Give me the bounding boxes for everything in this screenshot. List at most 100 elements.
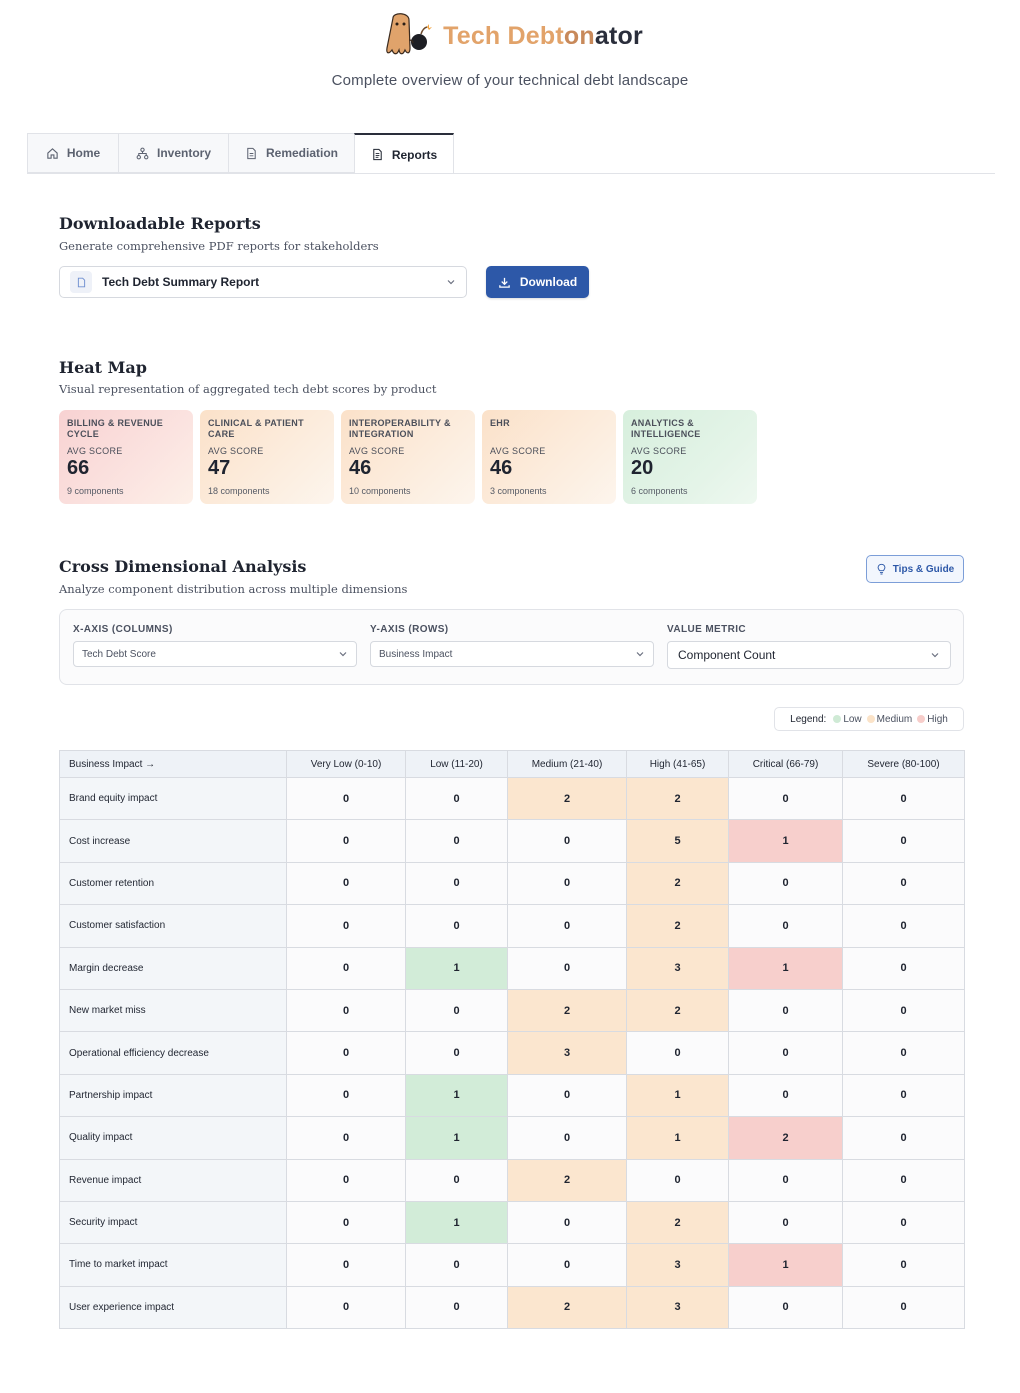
matrix-cell[interactable]: 0	[728, 1285, 843, 1330]
matrix-cell[interactable]: 0	[626, 1031, 729, 1075]
matrix-cell[interactable]: 0	[728, 1073, 843, 1118]
matrix-cell[interactable]: 0	[626, 1158, 729, 1202]
matrix-cell[interactable]: 2	[626, 904, 729, 948]
matrix-cell[interactable]: 3	[626, 1285, 729, 1330]
matrix-cell[interactable]: 0	[842, 904, 965, 948]
heatmap-card[interactable]: CLINICAL & PATIENT CARE AVG SCORE 47 18 …	[200, 410, 334, 504]
lightbulb-icon	[877, 563, 886, 575]
matrix-cell[interactable]: 0	[507, 904, 627, 948]
matrix-cell[interactable]: 0	[728, 861, 843, 906]
matrix-cell[interactable]: 0	[842, 819, 965, 863]
tab-reports[interactable]: Reports	[354, 133, 454, 174]
x-axis-select[interactable]: Tech Debt Score	[73, 641, 357, 667]
matrix-cell[interactable]: 1	[405, 1073, 508, 1118]
download-button[interactable]: Download	[486, 266, 589, 298]
matrix-cell[interactable]: 1	[626, 1116, 729, 1160]
matrix-cell[interactable]: 1	[405, 1200, 508, 1245]
matrix-cell[interactable]: 0	[507, 861, 627, 906]
matrix-cell[interactable]: 0	[842, 988, 965, 1033]
matrix-cell[interactable]: 0	[728, 904, 843, 948]
matrix-cell[interactable]: 0	[507, 1243, 627, 1287]
matrix-cell[interactable]: 0	[405, 988, 508, 1033]
product-name: ANALYTICS & INTELLIGENCE	[631, 418, 701, 439]
matrix-cell[interactable]: 0	[842, 861, 965, 906]
matrix-cell[interactable]: 1	[405, 946, 508, 990]
tab-home[interactable]: Home	[27, 133, 118, 173]
matrix-cell[interactable]: 0	[286, 1243, 406, 1287]
matrix-cell[interactable]: 0	[286, 988, 406, 1033]
matrix-cell[interactable]: 0	[842, 1243, 965, 1287]
component-count: 3 components	[490, 486, 547, 496]
matrix-cell[interactable]: 2	[728, 1116, 843, 1160]
matrix-cell[interactable]: 0	[286, 776, 406, 821]
matrix-cell[interactable]: 2	[507, 1285, 627, 1330]
matrix-cell[interactable]: 3	[626, 946, 729, 990]
matrix-cell[interactable]: 0	[405, 819, 508, 863]
matrix-cell[interactable]: 0	[842, 946, 965, 990]
report-type-select[interactable]: Tech Debt Summary Report	[59, 266, 467, 298]
matrix-cell[interactable]: 0	[286, 1031, 406, 1075]
matrix-cell[interactable]: 0	[507, 946, 627, 990]
matrix-cell[interactable]: 3	[507, 1031, 627, 1075]
matrix-cell[interactable]: 0	[286, 1158, 406, 1202]
matrix-cell[interactable]: 0	[405, 1243, 508, 1287]
matrix-cell[interactable]: 0	[507, 1200, 627, 1245]
heatmap-card[interactable]: EHR AVG SCORE 46 3 components	[482, 410, 616, 504]
heatmap-card[interactable]: INTEROPERABILITY & INTEGRATION AVG SCORE…	[341, 410, 475, 504]
matrix-cell[interactable]: 0	[842, 1116, 965, 1160]
matrix-cell[interactable]: 0	[728, 776, 843, 821]
matrix-cell[interactable]: 2	[626, 1200, 729, 1245]
matrix-cell[interactable]: 0	[405, 904, 508, 948]
matrix-cell[interactable]: 1	[405, 1116, 508, 1160]
table-row: Security impact 0 1 0 2 0 0	[59, 1200, 965, 1245]
matrix-cell[interactable]: 0	[842, 1073, 965, 1118]
matrix-cell[interactable]: 0	[286, 819, 406, 863]
y-axis-value: Business Impact	[379, 648, 453, 660]
matrix-cell[interactable]: 0	[842, 1200, 965, 1245]
heatmap-card[interactable]: BILLING & REVENUE CYCLE AVG SCORE 66 9 c…	[59, 410, 193, 504]
matrix-cell[interactable]: 0	[728, 988, 843, 1033]
tab-inventory[interactable]: Inventory	[118, 133, 228, 173]
matrix-cell[interactable]: 0	[728, 1200, 843, 1245]
matrix-cell[interactable]: 0	[405, 861, 508, 906]
tab-remediation[interactable]: Remediation	[228, 133, 354, 173]
matrix-cell[interactable]: 2	[626, 861, 729, 906]
matrix-cell[interactable]: 0	[405, 1031, 508, 1075]
matrix-cell[interactable]: 0	[286, 861, 406, 906]
table-row: New market miss 0 0 2 2 0 0	[59, 988, 965, 1033]
matrix-cell[interactable]: 1	[626, 1073, 729, 1118]
matrix-cell[interactable]: 2	[507, 988, 627, 1033]
metric-select[interactable]: Component Count	[667, 641, 951, 669]
matrix-cell[interactable]: 2	[507, 1158, 627, 1202]
matrix-cell[interactable]: 2	[507, 776, 627, 821]
matrix-cell[interactable]: 0	[842, 776, 965, 821]
legend-low: Low	[833, 714, 862, 725]
matrix-cell[interactable]: 0	[405, 776, 508, 821]
matrix-cell[interactable]: 2	[626, 776, 729, 821]
matrix-cell[interactable]: 0	[728, 1158, 843, 1202]
matrix-cell[interactable]: 0	[286, 1073, 406, 1118]
matrix-cell[interactable]: 0	[507, 819, 627, 863]
matrix-cell[interactable]: 1	[728, 946, 843, 990]
matrix-cell[interactable]: 0	[842, 1031, 965, 1075]
matrix-cell[interactable]: 0	[507, 1116, 627, 1160]
y-axis-select[interactable]: Business Impact	[370, 641, 654, 667]
matrix-cell[interactable]: 0	[286, 904, 406, 948]
matrix-cell[interactable]: 0	[728, 1031, 843, 1075]
matrix-cell[interactable]: 0	[842, 1285, 965, 1330]
matrix-cell[interactable]: 0	[286, 1200, 406, 1245]
matrix-cell[interactable]: 5	[626, 819, 729, 863]
heatmap-card[interactable]: ANALYTICS & INTELLIGENCE AVG SCORE 20 6 …	[623, 410, 757, 504]
tips-guide-button[interactable]: Tips & Guide	[866, 555, 964, 583]
matrix-cell[interactable]: 0	[405, 1285, 508, 1330]
matrix-cell[interactable]: 0	[286, 1116, 406, 1160]
matrix-cell[interactable]: 0	[286, 1285, 406, 1330]
matrix-cell[interactable]: 0	[286, 946, 406, 990]
matrix-cell[interactable]: 3	[626, 1243, 729, 1287]
matrix-cell[interactable]: 0	[405, 1158, 508, 1202]
matrix-cell[interactable]: 1	[728, 1243, 843, 1287]
matrix-cell[interactable]: 0	[842, 1158, 965, 1202]
matrix-cell[interactable]: 0	[507, 1073, 627, 1118]
matrix-cell[interactable]: 1	[728, 819, 843, 863]
matrix-cell[interactable]: 2	[626, 988, 729, 1033]
